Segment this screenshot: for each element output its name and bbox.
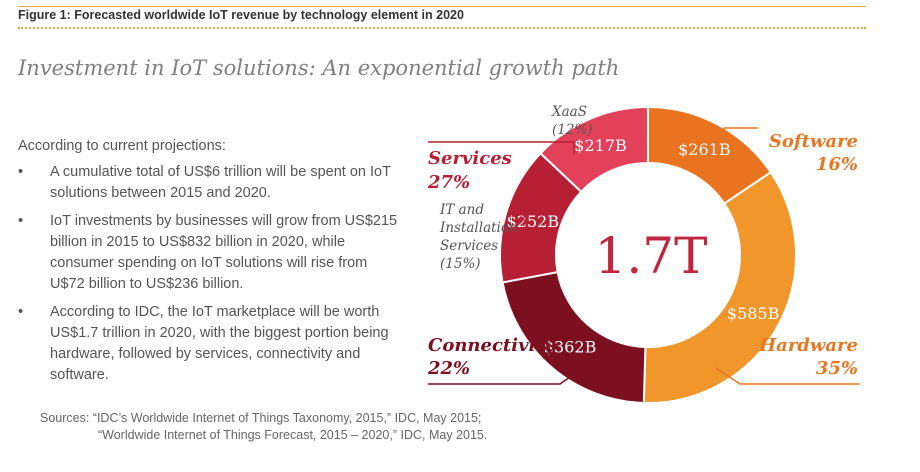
bullet-list: • A cumulative total of US$6 trillion wil… <box>18 162 398 393</box>
top-rule <box>18 6 866 7</box>
center-total-label: 1.7T <box>595 227 708 285</box>
dotted-divider <box>18 27 866 29</box>
sources-line-1: Sources: “IDC’s Worldwide Internet of Th… <box>40 411 482 425</box>
slice-value-label: $217B <box>574 136 626 155</box>
services-name: Services <box>428 148 512 169</box>
slice-value-label: $362B <box>544 337 596 356</box>
it-services-line-1: IT and <box>439 202 484 218</box>
it-services-line-2: Installation <box>439 220 518 236</box>
it-services-pct: (15%) <box>440 256 481 272</box>
bullet-icon: • <box>18 213 24 229</box>
bullet-item: • A cumulative total of US$6 trillion wil… <box>18 162 398 204</box>
bullet-icon: • <box>18 304 24 320</box>
services-bracket <box>428 141 575 154</box>
hardware-bracket <box>715 367 860 385</box>
donut-slices: $261B $585B $362B $252B $217B <box>499 105 797 404</box>
xaas-pct: (12%) <box>552 122 593 138</box>
slice-value-label: $261B <box>678 140 730 159</box>
connectivity-name: Connectivity <box>428 335 556 356</box>
xaas-name: XaaS <box>551 104 587 120</box>
bullet-text: According to IDC, the IoT marketplace wi… <box>50 304 389 383</box>
software-pct: 16% <box>816 154 858 175</box>
bullet-text: A cumulative total of US$6 trillion will… <box>50 164 391 201</box>
intro-text: According to current projections: <box>18 138 226 154</box>
slice-value-label: $585B <box>727 304 779 323</box>
sources-note: Sources: “IDC’s Worldwide Internet of Th… <box>40 410 487 444</box>
headline: Investment in IoT solutions: An exponent… <box>18 56 620 80</box>
it-services-line-3: Services <box>440 238 498 254</box>
hardware-pct: 35% <box>816 358 858 379</box>
bullet-text: IoT investments by businesses will grow … <box>50 213 398 292</box>
connectivity-bracket <box>428 369 581 385</box>
software-name: Software <box>769 131 858 152</box>
connectivity-pct: 22% <box>427 358 470 379</box>
figure-label: Figure 1: Forecasted worldwide IoT reven… <box>18 8 464 22</box>
sources-line-2: “Worldwide Internet of Things Forecast, … <box>98 428 488 442</box>
services-pct: 27% <box>427 172 470 193</box>
slice-value-label: $252B <box>507 212 559 231</box>
bullet-icon: • <box>18 164 24 180</box>
bullet-item: • IoT investments by businesses will grow… <box>18 211 398 295</box>
bullet-item: • According to IDC, the IoT marketplace w… <box>18 302 398 386</box>
donut-hole <box>556 163 740 347</box>
hardware-name: Hardware <box>758 335 858 356</box>
